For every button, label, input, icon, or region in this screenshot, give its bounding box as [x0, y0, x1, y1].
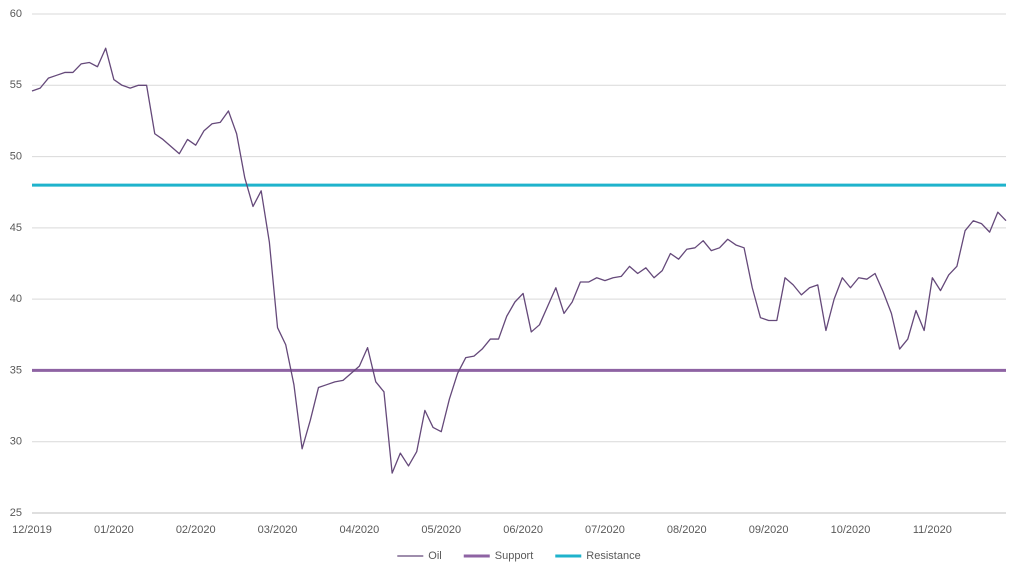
y-tick-label: 50 — [10, 150, 22, 162]
y-tick-label: 30 — [10, 436, 22, 448]
y-tick-label: 25 — [10, 507, 22, 519]
x-tick-label: 07/2020 — [585, 524, 625, 536]
x-tick-label: 02/2020 — [176, 524, 216, 536]
line-series — [31, 47, 1007, 474]
x-tick-label: 10/2020 — [831, 524, 871, 536]
legend-label: Oil — [428, 550, 441, 562]
y-tick-label: 40 — [10, 293, 22, 305]
x-tick-label: 11/2020 — [913, 524, 952, 536]
y-tick-label: 55 — [10, 79, 22, 91]
y-tick-label: 60 — [10, 8, 22, 20]
legend-label: Resistance — [586, 550, 640, 562]
x-tick-label: 08/2020 — [667, 524, 707, 536]
x-tick-label: 03/2020 — [258, 524, 298, 536]
x-tick-label: 05/2020 — [421, 524, 461, 536]
legend-label: Support — [495, 550, 534, 562]
x-tick-label: 06/2020 — [503, 524, 543, 536]
x-tick-label: 09/2020 — [749, 524, 789, 536]
x-tick-label: 01/2020 — [94, 524, 134, 536]
x-tick-label: 12/2019 — [12, 524, 52, 536]
x-tick-label: 04/2020 — [340, 524, 380, 536]
y-tick-label: 45 — [10, 222, 22, 234]
y-tick-label: 35 — [10, 364, 22, 376]
legend: Oil Support Resistance — [397, 550, 641, 562]
